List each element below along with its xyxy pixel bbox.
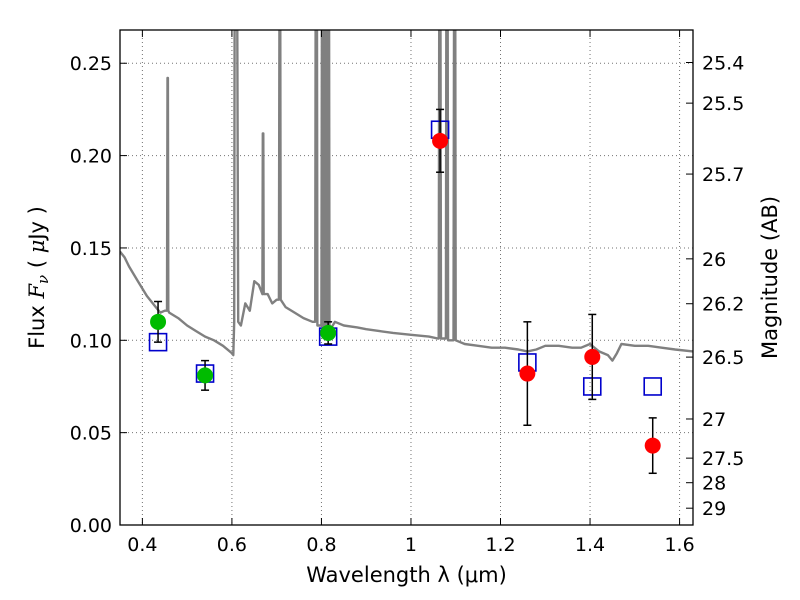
y-axis-title-mu-symbol: μ — [25, 240, 49, 254]
y-tick-label: 0.10 — [70, 330, 112, 352]
y-axis-title-flux: Flux — [25, 299, 49, 349]
y-axis-title-open: ( — [25, 253, 49, 275]
y-axis-title-unit: Jy ) — [25, 206, 49, 242]
x-axis-title: Wavelength λ (μm) — [306, 563, 507, 587]
data-layer — [120, 30, 693, 362]
tick-layer: 0.4 0.6 0.8 1 1.2 1.4 1.6 0.00 0.05 0.10 0.15 0.20 0… — [70, 30, 744, 556]
y-axis-title-f-symbol: F — [25, 283, 49, 300]
model-photometry-square — [643, 377, 663, 396]
right-tick-label: 25.4 — [702, 53, 744, 75]
right-tick-label: 27.5 — [702, 448, 744, 470]
marker-layer — [148, 108, 663, 475]
observed-point — [320, 324, 337, 341]
y-tick-label: 0.15 — [70, 238, 112, 260]
x-tick-label: 1.4 — [575, 534, 605, 556]
right-tick-label: 28 — [702, 473, 726, 495]
right-tick-label: 26.5 — [702, 347, 744, 369]
right-axis-title: Magnitude (AB) — [758, 196, 782, 359]
x-tick-label: 0.8 — [306, 534, 336, 556]
x-tick-label: 1 — [405, 534, 417, 556]
observed-point — [644, 437, 661, 454]
y-tick-label: 0.20 — [70, 146, 112, 168]
right-tick-label: 26 — [702, 249, 726, 271]
grid-layer — [120, 30, 693, 525]
y-axis-title: Flux Fν ( μJy ) — [25, 206, 52, 349]
observed-point — [432, 132, 449, 149]
observed-point — [197, 367, 214, 384]
right-tick-label: 26.2 — [702, 294, 744, 316]
y-tick-label: 0.05 — [70, 423, 112, 445]
y-tick-label: 0.00 — [70, 515, 112, 537]
observed-point — [584, 348, 601, 365]
right-tick-label: 25.7 — [702, 164, 744, 186]
right-tick-label: 25.5 — [702, 93, 744, 115]
x-tick-label: 0.4 — [127, 534, 157, 556]
observed-point — [150, 313, 167, 330]
x-tick-label: 1.2 — [485, 534, 515, 556]
right-tick-label: 29 — [702, 498, 726, 520]
model-sed-line — [120, 30, 693, 362]
y-tick-label: 0.25 — [70, 53, 112, 75]
x-tick-label: 1.6 — [664, 534, 694, 556]
y-axis-title-nu-symbol: ν — [34, 275, 52, 284]
plot-frame — [119, 29, 694, 526]
observed-point — [519, 365, 536, 382]
right-tick-label: 27 — [702, 409, 726, 431]
x-tick-label: 0.6 — [217, 534, 247, 556]
